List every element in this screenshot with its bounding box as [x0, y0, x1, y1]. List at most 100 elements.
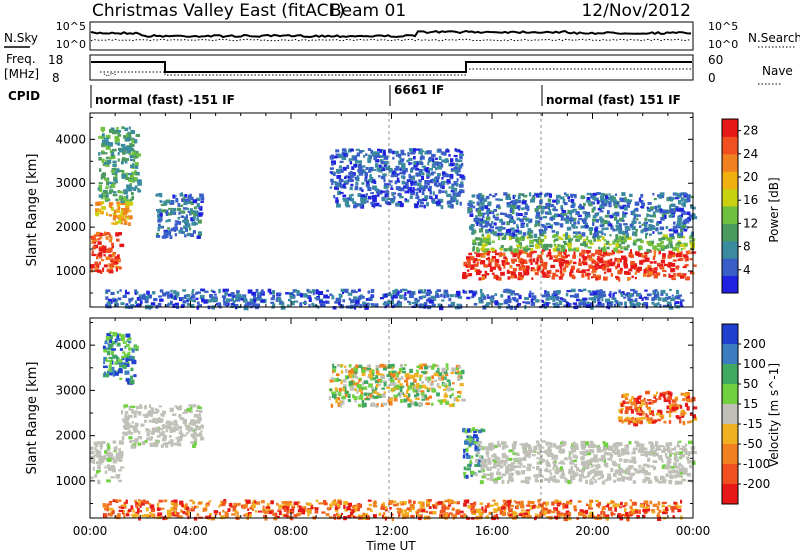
heatmap-cell	[483, 274, 487, 279]
heatmap-cell	[508, 449, 513, 453]
heatmap-cell	[621, 420, 624, 424]
heatmap-cell	[309, 296, 312, 300]
heatmap-cell	[665, 456, 671, 459]
heatmap-cell	[383, 293, 388, 298]
heatmap-cell	[545, 202, 550, 207]
heatmap-cell	[640, 200, 644, 204]
heatmap-cell	[371, 295, 375, 298]
heatmap-cell	[652, 291, 655, 295]
heatmap-cell	[510, 251, 515, 255]
heatmap-cell	[186, 298, 191, 301]
heatmap-cell	[296, 290, 300, 295]
heatmap-cell	[560, 272, 565, 277]
heatmap-cell	[623, 247, 629, 251]
heatmap-cell	[674, 301, 680, 304]
heatmap-cell	[552, 302, 557, 305]
heatmap-cell	[665, 442, 669, 447]
heatmap-cell	[564, 217, 569, 222]
heatmap-cell	[365, 183, 370, 188]
heatmap-cell	[579, 299, 583, 302]
heatmap-cell	[680, 248, 683, 251]
heatmap-cell	[406, 185, 409, 190]
heatmap-cell	[401, 180, 406, 185]
heatmap-cell	[376, 167, 381, 172]
heatmap-cell	[131, 164, 135, 168]
heatmap-cell	[479, 277, 483, 281]
heatmap-cell	[446, 388, 451, 391]
heatmap-cell	[487, 458, 490, 462]
heatmap-cell	[617, 451, 620, 455]
heatmap-cell	[587, 239, 593, 243]
heatmap-cell	[280, 301, 285, 306]
heatmap-cell	[334, 187, 339, 190]
heatmap-cell	[349, 186, 353, 191]
heatmap-cell	[523, 443, 528, 447]
heatmap-cell	[99, 246, 103, 249]
heatmap-cell	[123, 353, 128, 358]
heatmap-cell	[331, 163, 334, 166]
heatmap-cell	[614, 257, 617, 262]
heatmap-cell	[340, 379, 343, 385]
heatmap-cell	[419, 199, 422, 204]
heatmap-cell	[362, 165, 366, 168]
heatmap-cell	[562, 213, 568, 216]
heatmap-cell	[112, 214, 117, 218]
heatmap-cell	[681, 224, 686, 229]
heatmap-cell	[499, 251, 502, 257]
heatmap-cell	[130, 444, 136, 449]
heatmap-cell	[97, 210, 100, 214]
heatmap-cell	[684, 219, 689, 223]
heatmap-cell	[441, 177, 444, 180]
heatmap-cell	[340, 288, 345, 292]
heatmap-cell	[382, 380, 388, 383]
heatmap-cell	[584, 467, 587, 470]
heatmap-cell	[167, 201, 172, 204]
heatmap-cell	[134, 441, 137, 445]
heatmap-cell	[183, 199, 187, 202]
heatmap-cell	[342, 299, 346, 303]
heatmap-cell	[600, 303, 605, 308]
heatmap-cell	[538, 469, 542, 474]
heatmap-cell	[657, 480, 663, 484]
heatmap-cell	[479, 218, 484, 223]
heatmap-cell	[556, 289, 561, 294]
heatmap-cell	[662, 234, 668, 238]
heatmap-cell	[540, 238, 545, 243]
heatmap-cell	[404, 379, 409, 383]
heatmap-cell	[564, 479, 569, 483]
heatmap-cell	[149, 437, 153, 441]
heatmap-cell	[545, 302, 549, 307]
heatmap-cell	[667, 459, 672, 464]
heatmap-cell	[449, 173, 454, 178]
heatmap-cell	[378, 378, 383, 383]
heatmap-cell	[377, 378, 381, 382]
heatmap-cell	[539, 216, 543, 221]
heatmap-cell	[612, 240, 615, 245]
heatmap-cell	[161, 209, 166, 213]
heatmap-cell	[146, 295, 150, 300]
heatmap-cell	[468, 204, 473, 207]
heatmap-cell	[459, 174, 465, 179]
heatmap-cell	[98, 184, 102, 190]
heatmap-cell	[578, 235, 582, 240]
heatmap-cell	[479, 223, 483, 227]
heatmap-cell	[114, 171, 118, 175]
heatmap-cell	[652, 449, 657, 454]
heatmap-cell	[677, 240, 681, 243]
heatmap-cell	[489, 477, 494, 482]
heatmap-cell	[581, 444, 587, 449]
heatmap-cell	[691, 396, 696, 402]
heatmap-cell	[540, 258, 543, 263]
heatmap-cell	[568, 450, 574, 454]
heatmap-cell	[424, 195, 429, 200]
heatmap-cell	[174, 233, 177, 237]
heatmap-cell	[391, 367, 394, 370]
heatmap-cell	[329, 293, 333, 296]
heatmap-cell	[467, 269, 470, 272]
heatmap-cell	[153, 298, 156, 301]
heatmap-cell	[535, 220, 538, 225]
heatmap-cell	[113, 261, 117, 264]
heatmap-cell	[608, 201, 612, 206]
heatmap-cell	[97, 450, 102, 455]
heatmap-cell	[563, 242, 568, 245]
